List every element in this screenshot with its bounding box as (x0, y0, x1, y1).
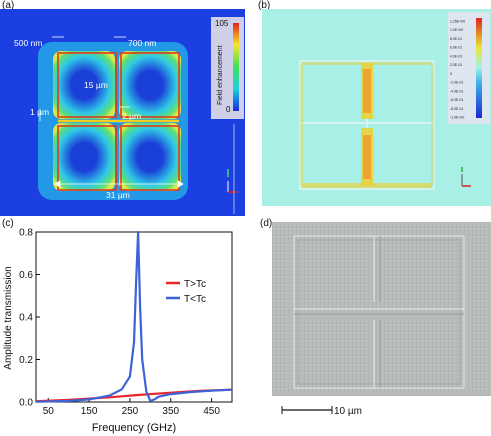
dim-700nm: 700 nm (128, 38, 156, 48)
cell-bottom-left (53, 123, 115, 191)
colorbar-b-tick-label: -4.0E-01 (450, 89, 463, 93)
panel-b-label: (b) (258, 0, 271, 11)
colorbar-min-label: 0 (226, 105, 231, 114)
scalebar: 10 µm (281, 406, 362, 417)
dim-31um: 31 µm (106, 190, 130, 200)
current-colorbar: 1.25E+00 1.0E+00 8.0E-01 6.0E-01 4.0E-01 2.0E… (448, 12, 490, 124)
colorbar-b-tick-label: -1.0E+00 (450, 116, 464, 120)
panel-c-label: (c) (2, 218, 14, 229)
y-tick-label: 0.6 (19, 270, 33, 281)
dim-500nm: 500 nm (14, 38, 42, 48)
colorbar-b-tick-label: -2.0E-01 (450, 81, 463, 85)
field-colorbar: 105 0 Field enhancement (211, 17, 244, 119)
panel-d-sem-image (272, 222, 491, 396)
colorbar-b-tick-label: 2.0E-01 (450, 63, 462, 67)
panel-c-chart: 50 150 250 350 450 0.0 0.2 0.4 0.6 0.8 T>Tc T<Tc… (3, 228, 233, 434)
legend-label-t-above-tc: T>Tc (184, 279, 206, 290)
y-tick-label: 0.4 (19, 313, 33, 324)
axis-triad-icon-b (461, 167, 471, 187)
split-ring-outline (57, 52, 180, 191)
panel-a-field-map: 500 nm 700 nm 15 µm 2 µm 1 µm 31 µm 105 … (0, 9, 245, 216)
legend-label-t-below-tc: T<Tc (184, 294, 206, 305)
colorbar-b-tick-label: -8.0E-01 (450, 107, 463, 111)
axis-triad-icon (227, 169, 238, 193)
sem-resonator (293, 235, 465, 389)
dim-1um: 1 µm (30, 107, 49, 117)
dim-15um: 15 µm (84, 80, 108, 90)
cell-top-left (53, 51, 115, 119)
x-tick-label: 150 (81, 406, 98, 417)
x-tick-label: 250 (122, 406, 139, 417)
panel-d-label: (d) (260, 218, 273, 229)
cell-top-right (119, 51, 181, 119)
y-axis-label: Amplitude transmission (3, 266, 14, 369)
y-tick-label: 0.0 (19, 398, 33, 409)
dim-2um: 2 µm (122, 111, 141, 121)
series-line-t-below-tc (35, 230, 233, 403)
colorbar-b-tick-label: 1.25E+00 (450, 20, 465, 24)
cell-bottom-right (119, 123, 181, 191)
x-axis-label: Frequency (GHz) (92, 422, 176, 434)
x-tick-label: 350 (162, 406, 179, 417)
y-tick-label: 0.2 (19, 355, 33, 366)
panel-a-label: (a) (2, 0, 15, 11)
colorbar-b-tick-label: 1.0E+00 (450, 28, 463, 32)
dimension-lines (39, 36, 184, 188)
colorbar-b-tick-label: 6.0E-01 (450, 46, 462, 50)
colorbar-title: Field enhancement (217, 45, 224, 105)
colorbar-b-tick-label: -6.0E-01 (450, 98, 463, 102)
colorbar-b-tick-label: 4.0E-01 (450, 54, 462, 58)
colorbar-b-tick-label: 8.0E-01 (450, 37, 462, 41)
y-tick-label: 0.8 (19, 228, 33, 239)
panel-b-current-map: 1.25E+00 1.0E+00 8.0E-01 6.0E-01 4.0E-01 2.0E… (262, 9, 491, 206)
colorbar-b-tick-label: 0 (450, 72, 452, 76)
x-tick-label: 50 (43, 406, 55, 417)
chart-legend: T>Tc T<Tc (166, 279, 206, 305)
colorbar-max-label: 105 (215, 19, 229, 28)
scalebar-label: 10 µm (334, 406, 362, 417)
current-hotspots (300, 62, 434, 188)
x-tick-label: 450 (203, 406, 220, 417)
